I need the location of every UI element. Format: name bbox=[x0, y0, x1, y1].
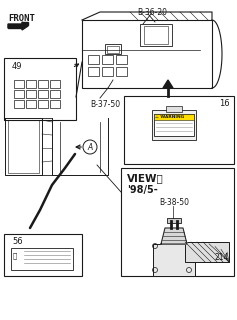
Text: 214: 214 bbox=[215, 253, 229, 262]
Bar bbox=[26, 100, 36, 108]
Text: 56: 56 bbox=[12, 237, 23, 246]
Polygon shape bbox=[8, 22, 28, 30]
Bar bbox=[26, 80, 36, 88]
Bar bbox=[26, 90, 36, 98]
Bar bbox=[38, 100, 48, 108]
Bar bbox=[124, 96, 234, 164]
Bar bbox=[38, 90, 48, 98]
Polygon shape bbox=[8, 22, 28, 28]
Text: FRONT: FRONT bbox=[8, 14, 35, 23]
Bar bbox=[153, 244, 195, 276]
Bar bbox=[88, 55, 99, 64]
Bar bbox=[11, 248, 73, 270]
Bar bbox=[107, 46, 119, 53]
Bar bbox=[167, 218, 181, 223]
Bar bbox=[82, 20, 212, 88]
Bar bbox=[4, 58, 76, 120]
Bar bbox=[121, 168, 234, 276]
Bar bbox=[185, 242, 229, 262]
Bar bbox=[154, 114, 194, 136]
Bar bbox=[14, 80, 24, 88]
Bar bbox=[144, 26, 168, 44]
Bar bbox=[38, 80, 48, 88]
Text: 🔧: 🔧 bbox=[13, 252, 17, 259]
Text: VIEWⒶ: VIEWⒶ bbox=[127, 173, 164, 183]
Bar bbox=[140, 24, 172, 46]
Text: 49: 49 bbox=[12, 62, 23, 71]
Bar bbox=[102, 67, 113, 76]
Bar bbox=[166, 106, 182, 112]
Bar bbox=[116, 67, 127, 76]
Text: 16: 16 bbox=[219, 99, 230, 108]
Bar bbox=[102, 55, 113, 64]
Polygon shape bbox=[161, 228, 187, 244]
Bar bbox=[116, 55, 127, 64]
Bar bbox=[14, 100, 24, 108]
Text: B-38-50: B-38-50 bbox=[159, 198, 189, 207]
Bar bbox=[14, 90, 24, 98]
Bar bbox=[50, 80, 60, 88]
Bar bbox=[50, 100, 60, 108]
Bar bbox=[88, 67, 99, 76]
Bar bbox=[152, 110, 196, 140]
Bar bbox=[154, 114, 194, 120]
Polygon shape bbox=[163, 80, 173, 88]
Bar bbox=[50, 90, 60, 98]
Bar bbox=[105, 44, 121, 54]
Text: A: A bbox=[87, 142, 93, 151]
Text: B-36-20: B-36-20 bbox=[137, 8, 167, 17]
Text: B-37-50: B-37-50 bbox=[90, 100, 120, 109]
Text: '98/5-: '98/5- bbox=[127, 185, 158, 195]
Bar bbox=[4, 234, 82, 276]
Text: ⚠ WARNING: ⚠ WARNING bbox=[155, 115, 184, 119]
